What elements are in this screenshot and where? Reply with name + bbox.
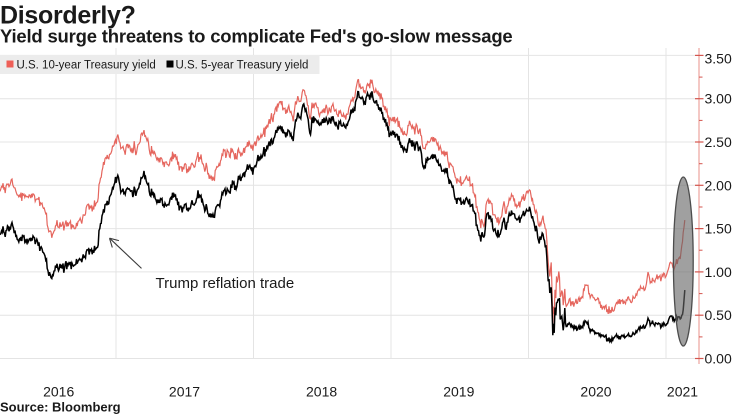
svg-text:2021: 2021: [667, 384, 698, 400]
svg-text:U.S. 5-year Treasury yield: U.S. 5-year Treasury yield: [176, 60, 309, 72]
svg-text:1.00: 1.00: [705, 264, 732, 280]
svg-text:2.00: 2.00: [705, 177, 732, 193]
svg-text:2.50: 2.50: [705, 134, 732, 150]
svg-text:Trump reflation trade: Trump reflation trade: [156, 275, 295, 292]
svg-text:1.50: 1.50: [705, 221, 732, 237]
svg-text:Yield surge threatens to compl: Yield surge threatens to complicate Fed'…: [0, 26, 513, 47]
svg-text:0.00: 0.00: [705, 351, 732, 367]
svg-text:3.00: 3.00: [705, 91, 732, 107]
svg-text:2016: 2016: [43, 384, 74, 400]
svg-text:Source: Bloomberg: Source: Bloomberg: [0, 400, 121, 415]
svg-text:Disorderly?: Disorderly?: [0, 2, 136, 30]
svg-text:U.S. 10-year Treasury yield: U.S. 10-year Treasury yield: [17, 60, 156, 72]
svg-text:0.50: 0.50: [705, 307, 732, 323]
svg-text:2017: 2017: [169, 384, 200, 400]
svg-text:3.50: 3.50: [705, 51, 732, 67]
svg-text:2018: 2018: [306, 384, 337, 400]
svg-text:2019: 2019: [443, 384, 474, 400]
svg-text:2020: 2020: [580, 384, 611, 400]
